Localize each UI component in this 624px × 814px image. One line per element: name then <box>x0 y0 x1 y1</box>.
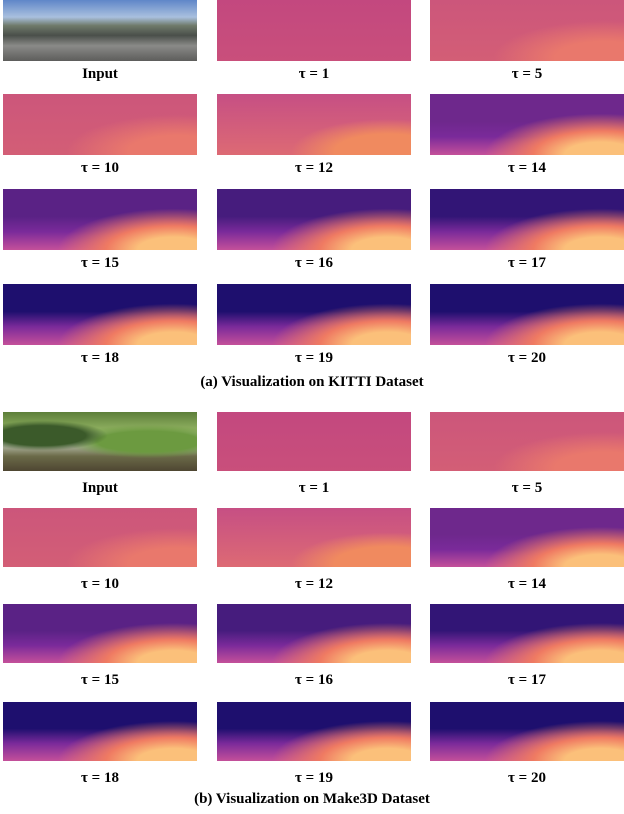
image-label: τ = 15 <box>3 255 197 272</box>
image-label: τ = 10 <box>3 576 197 593</box>
image-label: Input <box>3 480 197 497</box>
image-label: τ = 18 <box>3 350 197 367</box>
image-label: τ = 18 <box>3 770 197 787</box>
depth-map <box>3 604 197 663</box>
depth-map <box>217 94 411 155</box>
image-label: τ = 1 <box>217 66 411 83</box>
depth-map <box>3 508 197 567</box>
depth-map <box>430 284 624 345</box>
depth-map <box>3 284 197 345</box>
depth-map <box>3 702 197 761</box>
image-label: τ = 1 <box>217 480 411 497</box>
depth-map <box>430 189 624 250</box>
image-label: τ = 5 <box>430 480 624 497</box>
image-label: τ = 19 <box>217 770 411 787</box>
depth-map <box>3 189 197 250</box>
image-label: τ = 16 <box>217 672 411 689</box>
depth-map <box>217 604 411 663</box>
depth-map <box>217 284 411 345</box>
depth-map <box>217 0 411 61</box>
depth-map <box>430 508 624 567</box>
input-image <box>3 0 197 61</box>
depth-map <box>217 412 411 471</box>
input-image <box>3 412 197 471</box>
image-label: τ = 17 <box>430 672 624 689</box>
depth-map <box>430 604 624 663</box>
image-label: τ = 17 <box>430 255 624 272</box>
panel-caption: (b) Visualization on Make3D Dataset <box>0 791 624 808</box>
image-label: τ = 5 <box>430 66 624 83</box>
image-label: τ = 12 <box>217 576 411 593</box>
image-label: τ = 14 <box>430 160 624 177</box>
image-label: τ = 19 <box>217 350 411 367</box>
image-label: τ = 20 <box>430 770 624 787</box>
image-label: τ = 16 <box>217 255 411 272</box>
panel-caption: (a) Visualization on KITTI Dataset <box>0 374 624 391</box>
figure: {"panels": [ {"caption": "(a) Visualizat… <box>0 0 624 814</box>
depth-map <box>217 508 411 567</box>
image-label: τ = 15 <box>3 672 197 689</box>
image-label: Input <box>3 66 197 83</box>
depth-map <box>430 702 624 761</box>
image-label: τ = 12 <box>217 160 411 177</box>
depth-map <box>430 94 624 155</box>
image-label: τ = 10 <box>3 160 197 177</box>
depth-map <box>217 702 411 761</box>
depth-map <box>430 0 624 61</box>
depth-map <box>3 94 197 155</box>
depth-map <box>217 189 411 250</box>
image-label: τ = 14 <box>430 576 624 593</box>
depth-map <box>430 412 624 471</box>
image-label: τ = 20 <box>430 350 624 367</box>
